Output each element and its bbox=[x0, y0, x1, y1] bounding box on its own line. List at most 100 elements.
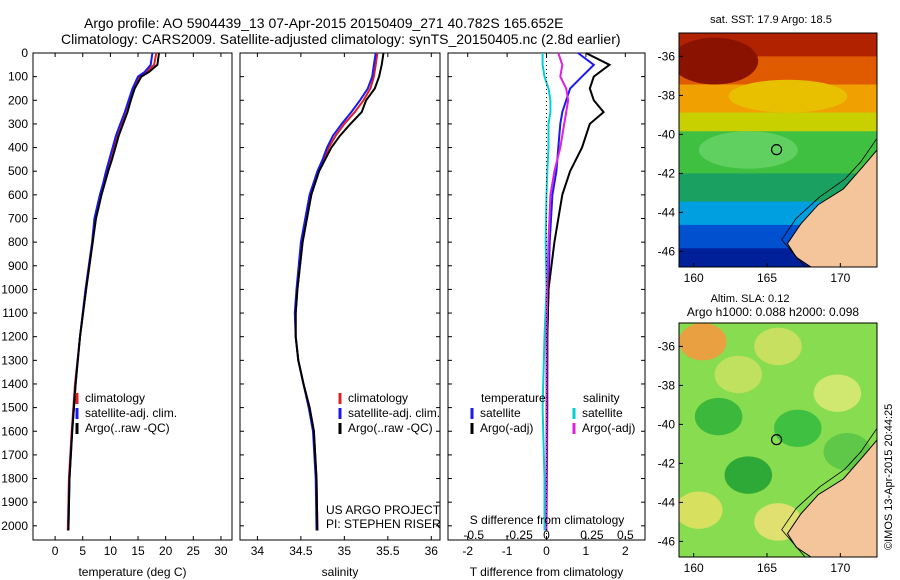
sla-anomaly bbox=[774, 409, 822, 448]
y-tick-label: -46 bbox=[658, 244, 676, 258]
x-tick-label: 0 bbox=[543, 544, 550, 558]
sla-anomaly bbox=[694, 397, 743, 436]
legend-label: Argo(..raw -QC) bbox=[348, 421, 433, 435]
y-tick-label: 200 bbox=[8, 93, 28, 107]
legend-label: climatology bbox=[348, 391, 408, 405]
map-field bbox=[679, 33, 877, 267]
annotation-pi: PI: STEPHEN RISER bbox=[326, 517, 441, 531]
x-tick-label: 34.5 bbox=[289, 544, 313, 558]
new-zealand-landmass bbox=[786, 439, 877, 557]
x-axis-top-label: S difference from climatology bbox=[470, 513, 625, 527]
plot-frame bbox=[32, 52, 233, 541]
isobath-line bbox=[781, 428, 877, 557]
x-tick-label: 30 bbox=[214, 544, 228, 558]
annotation-project: US ARGO PROJECT bbox=[326, 503, 441, 517]
legend-label: Argo(-adj) bbox=[480, 421, 533, 435]
y-tick-label: -40 bbox=[658, 127, 676, 141]
y-tick-label: 500 bbox=[8, 164, 28, 178]
legend-label: climatology bbox=[85, 391, 145, 405]
chart-title-line-2: Climatology: CARS2009. Satellite-adjuste… bbox=[61, 31, 621, 47]
argo-float-marker bbox=[770, 144, 783, 156]
sla-anomaly bbox=[679, 491, 723, 529]
argo-float-marker bbox=[770, 434, 783, 446]
x-tick-label: 165 bbox=[757, 561, 777, 575]
y-tick-label: 1200 bbox=[1, 330, 28, 344]
map-subtitle: Argo h1000: 0.088 h2000: 0.098 bbox=[687, 305, 859, 319]
y-tick-label: 1600 bbox=[1, 424, 28, 438]
y-tick-label: -44 bbox=[658, 205, 676, 219]
y-tick-label: 0 bbox=[21, 46, 28, 60]
x-tick-label: 2 bbox=[622, 544, 629, 558]
x-tick-label: 165 bbox=[757, 271, 777, 285]
x-tick-label-salinity: 0.25 bbox=[580, 528, 604, 542]
x-tick-label: 0 bbox=[52, 544, 59, 558]
x-tick-label: 170 bbox=[830, 271, 850, 285]
y-tick-label: -38 bbox=[658, 88, 676, 102]
legend-label: satellite-adj. clim. bbox=[348, 406, 440, 420]
y-tick-label: 1800 bbox=[1, 472, 28, 486]
sst-patch bbox=[698, 131, 798, 169]
sst-warm-patch bbox=[679, 37, 759, 85]
x-tick-label: 34 bbox=[251, 544, 265, 558]
x-axis-label: salinity bbox=[322, 565, 359, 579]
y-tick-label: -36 bbox=[658, 339, 676, 353]
y-tick-label: 700 bbox=[8, 211, 28, 225]
y-tick-label: 100 bbox=[8, 70, 28, 84]
y-tick-label: 900 bbox=[8, 259, 28, 273]
y-tick-label: 800 bbox=[8, 235, 28, 249]
new-zealand-landmass bbox=[786, 149, 877, 267]
map-field bbox=[679, 323, 877, 557]
x-axis-label: temperature (deg C) bbox=[78, 565, 186, 579]
series-line bbox=[541, 53, 552, 531]
y-tick-label: 600 bbox=[8, 188, 28, 202]
x-tick-label: -1 bbox=[502, 544, 513, 558]
y-tick-label: 300 bbox=[8, 117, 28, 131]
plot-frame bbox=[239, 52, 441, 541]
y-tick-label: 1300 bbox=[1, 353, 28, 367]
y-tick-label: -38 bbox=[658, 378, 676, 392]
x-tick-label: 10 bbox=[104, 544, 118, 558]
map-title: sat. SST: 17.9 Argo: 18.5 bbox=[710, 14, 832, 26]
sla-anomaly bbox=[724, 456, 773, 494]
legend-label: Argo(..raw -QC) bbox=[85, 421, 170, 435]
chart-title-line-1: Argo profile: AO 5904439_13 07-Apr-2015 … bbox=[84, 15, 564, 31]
legend-label: satellite bbox=[582, 406, 623, 420]
x-tick-label: 35 bbox=[338, 544, 352, 558]
map-title: Altim. SLA: 0.12 bbox=[711, 293, 790, 305]
y-tick-label: -44 bbox=[658, 495, 676, 509]
legend-group-title: temperature bbox=[481, 391, 546, 405]
y-tick-label: 2000 bbox=[1, 519, 28, 533]
map-frame bbox=[678, 322, 878, 558]
sla-anomaly bbox=[714, 355, 763, 394]
x-tick-label-salinity: -0.5 bbox=[463, 528, 484, 542]
series-line bbox=[545, 52, 570, 531]
copyright-side-label: ©IMOS 13-Apr-2015 20:44:25 bbox=[883, 403, 895, 550]
legend-group-title: salinity bbox=[583, 391, 620, 405]
series-line bbox=[67, 52, 160, 531]
x-tick-label: 36 bbox=[425, 544, 439, 558]
sla-anomaly bbox=[754, 327, 802, 366]
y-tick-label: -46 bbox=[658, 534, 676, 548]
x-tick-label-salinity: 0.5 bbox=[617, 528, 634, 542]
y-tick-label: -36 bbox=[658, 49, 676, 63]
legend-label: satellite bbox=[480, 406, 521, 420]
sla-anomaly bbox=[813, 374, 862, 412]
series-line bbox=[294, 52, 385, 531]
x-tick-label: 15 bbox=[131, 544, 145, 558]
legend-label: Argo(-adj) bbox=[582, 421, 635, 435]
y-tick-label: 1500 bbox=[1, 401, 28, 415]
y-tick-label: 400 bbox=[8, 141, 28, 155]
y-tick-label: -42 bbox=[658, 456, 676, 470]
x-tick-label: 160 bbox=[684, 561, 704, 575]
x-tick-label: 20 bbox=[159, 544, 173, 558]
y-tick-label: 1700 bbox=[1, 448, 28, 462]
x-tick-label: 1 bbox=[583, 544, 590, 558]
x-tick-label: 170 bbox=[830, 561, 850, 575]
x-axis-label: T difference from climatology bbox=[470, 565, 624, 579]
x-tick-label: 35.5 bbox=[376, 544, 400, 558]
x-tick-label: 25 bbox=[187, 544, 201, 558]
